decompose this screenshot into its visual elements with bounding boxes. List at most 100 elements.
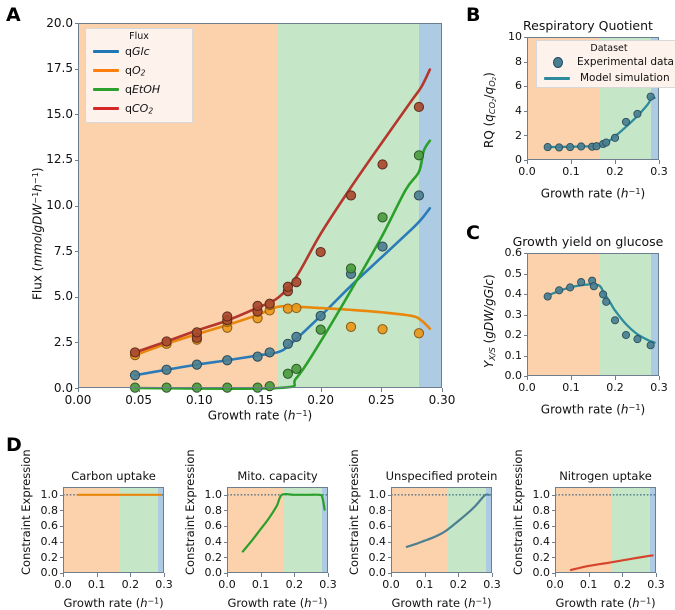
- region-band-orange-d1: [227, 487, 283, 573]
- y-tick-label: 2.5: [53, 334, 73, 349]
- y-tick-label: 0.2: [204, 550, 223, 564]
- panel-d-frame-1: [227, 487, 328, 573]
- y-tickmark: [74, 342, 78, 344]
- x-tickmark: [294, 573, 296, 577]
- panel-d-ylabel-0: Constraint Expression: [19, 449, 33, 575]
- legend-item-qCO2: qCO2: [86, 99, 192, 118]
- data-point-qEtOH: [264, 381, 275, 392]
- data-point-experimental: [610, 316, 620, 325]
- panel-d-frame-2: [391, 487, 492, 573]
- y-tick-label: 0.2: [532, 550, 551, 564]
- data-point-qCO2: [264, 298, 275, 309]
- data-point-qCO2: [161, 336, 172, 347]
- panel-a-xlabel: Growth rate (h−1): [207, 408, 313, 423]
- legend-item-qEtOH: qEtOH: [86, 80, 192, 99]
- legend-item-experimental-data: Experimental data: [537, 54, 675, 70]
- y-tick-label: 0.8: [204, 503, 223, 517]
- y-tickmark: [523, 110, 527, 112]
- legend-swatch-qO2: [93, 69, 119, 72]
- data-point-qGlc: [315, 310, 326, 322]
- panel-letter-d: D: [6, 434, 22, 456]
- data-point-experimental: [621, 330, 631, 340]
- y-tickmark: [223, 526, 227, 528]
- x-tickmark: [130, 573, 132, 577]
- y-tickmark: [551, 557, 555, 559]
- constraint-line: [405, 493, 490, 548]
- y-tick-label: 0.0: [504, 369, 523, 383]
- x-tick-label: 0.0: [546, 578, 564, 591]
- y-tick-label: 1.0: [40, 487, 59, 501]
- x-tick-label: 0.10: [185, 393, 213, 407]
- panel-b-data-svg: [543, 92, 656, 152]
- x-tickmark: [555, 573, 556, 577]
- y-tickmark: [551, 541, 555, 543]
- data-point-qCO2: [315, 246, 326, 258]
- x-tickmark: [615, 160, 616, 164]
- region-band-green-c: [599, 253, 651, 376]
- panel-letter-b: B: [466, 4, 481, 26]
- y-tick-label: 8: [515, 54, 522, 68]
- data-point-experimental: [599, 290, 608, 299]
- x-tickmark: [164, 573, 165, 577]
- panel-c-xlabel: Growth rate (h−1): [540, 402, 646, 417]
- y-tick-label: 10.0: [46, 198, 73, 213]
- region-band-orange-d3: [555, 487, 611, 573]
- y-tick-label: 0.6: [504, 246, 523, 260]
- x-tick-label: 0.2: [606, 165, 624, 178]
- y-tickmark: [387, 541, 391, 543]
- region-band-green-d1: [282, 487, 322, 573]
- panel-b-frame: [527, 37, 659, 160]
- x-tickmark: [424, 573, 426, 577]
- data-point-experimental: [577, 142, 586, 151]
- data-point-experimental: [633, 109, 642, 118]
- y-tickmark: [223, 557, 227, 559]
- data-point-experimental: [589, 282, 598, 291]
- legend-label-qGlc: qGlc: [125, 45, 150, 58]
- y-tick-label: 0.6: [204, 519, 223, 533]
- y-tick-label: 0.6: [368, 519, 387, 533]
- legend-label: Model simulation: [580, 72, 670, 84]
- panel-letter-a: A: [6, 4, 21, 26]
- y-tickmark: [387, 557, 391, 559]
- data-point-qCO2: [377, 159, 388, 170]
- panel-d-subplot-title-3: Nitrogen uptake: [559, 469, 652, 483]
- y-tickmark: [523, 37, 527, 38]
- x-tick-label: 0.2: [449, 578, 468, 591]
- x-tickmark: [615, 376, 616, 380]
- x-tick-label: 0.30: [428, 393, 456, 407]
- y-tick-label: 1.0: [368, 487, 387, 501]
- legend-label-qO2: qO2: [125, 63, 146, 78]
- y-tick-label: 0.0: [368, 566, 387, 580]
- panel-d-xlabel-3: Growth rate (h−1): [555, 596, 656, 610]
- x-tickmark: [571, 160, 572, 164]
- data-point-experimental: [633, 335, 642, 344]
- x-tick-label: 0.2: [606, 381, 624, 394]
- data-point-qCO2: [191, 327, 203, 338]
- y-tickmark: [74, 251, 78, 253]
- y-tick-label: 5.0: [53, 289, 73, 304]
- y-tickmark: [223, 541, 227, 543]
- x-tick-label: 0.00: [64, 393, 92, 407]
- data-point-qCO2: [345, 190, 357, 201]
- x-tick-label: 0.3: [650, 381, 668, 394]
- panel-d-data-svg-1: [227, 492, 328, 553]
- panel-letter-c: C: [466, 222, 480, 244]
- y-tickmark: [74, 296, 78, 298]
- data-point-experimental: [555, 286, 564, 295]
- data-point-experimental: [566, 283, 575, 292]
- x-tickmark: [588, 573, 590, 577]
- panel-d-plot-area-0: [63, 487, 164, 573]
- x-tickmark: [527, 160, 528, 164]
- panel-b-xlabel: Growth rate (h−1): [540, 186, 646, 201]
- x-tickmark: [328, 573, 329, 577]
- y-tickmark: [523, 135, 527, 137]
- x-tick-label: 0.2: [121, 578, 140, 591]
- region-band-blue-d1: [321, 487, 328, 573]
- data-point-qGlc: [264, 347, 275, 358]
- panel-a-data-svg: [129, 68, 432, 393]
- panel-d-frame-3: [555, 487, 656, 573]
- panel-d-ylabel-2: Constraint Expression: [347, 449, 361, 575]
- data-point-qGlc: [413, 190, 425, 201]
- region-band-blue-c: [650, 253, 659, 376]
- constraint-line: [241, 492, 326, 553]
